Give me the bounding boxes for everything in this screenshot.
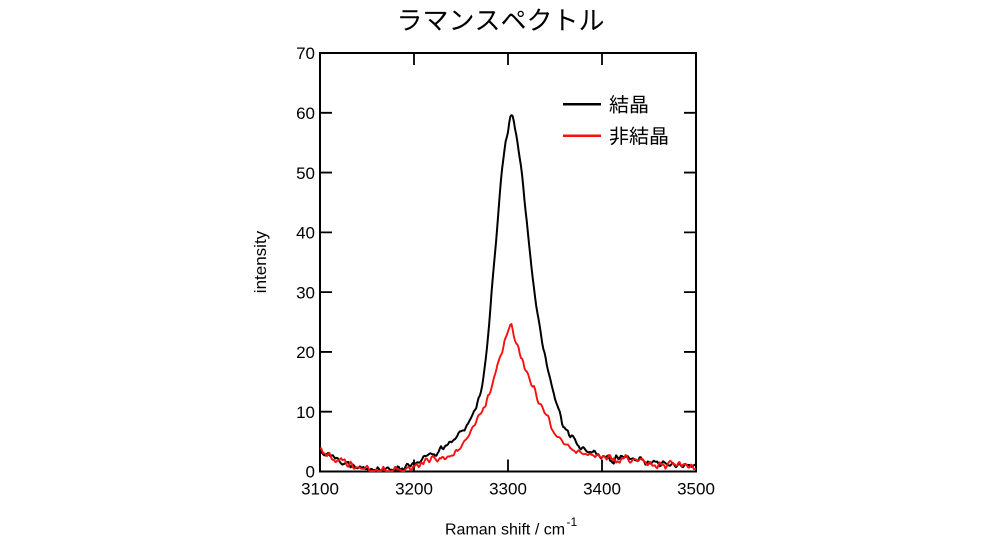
svg-text:3500: 3500 [677, 480, 715, 499]
svg-text:3200: 3200 [395, 480, 433, 499]
svg-text:Raman shift / cm: Raman shift / cm [445, 522, 565, 539]
svg-text:70: 70 [296, 44, 315, 63]
svg-text:3400: 3400 [583, 480, 621, 499]
svg-text:10: 10 [296, 403, 315, 422]
svg-text:20: 20 [296, 343, 315, 362]
svg-text:40: 40 [296, 224, 315, 243]
svg-text:50: 50 [296, 164, 315, 183]
svg-text:3300: 3300 [489, 480, 527, 499]
svg-text:3100: 3100 [301, 480, 339, 499]
svg-text:-1: -1 [567, 515, 578, 529]
svg-text:60: 60 [296, 104, 315, 123]
svg-text:30: 30 [296, 283, 315, 302]
svg-text:intensity: intensity [251, 230, 270, 293]
svg-text:0: 0 [306, 463, 315, 482]
